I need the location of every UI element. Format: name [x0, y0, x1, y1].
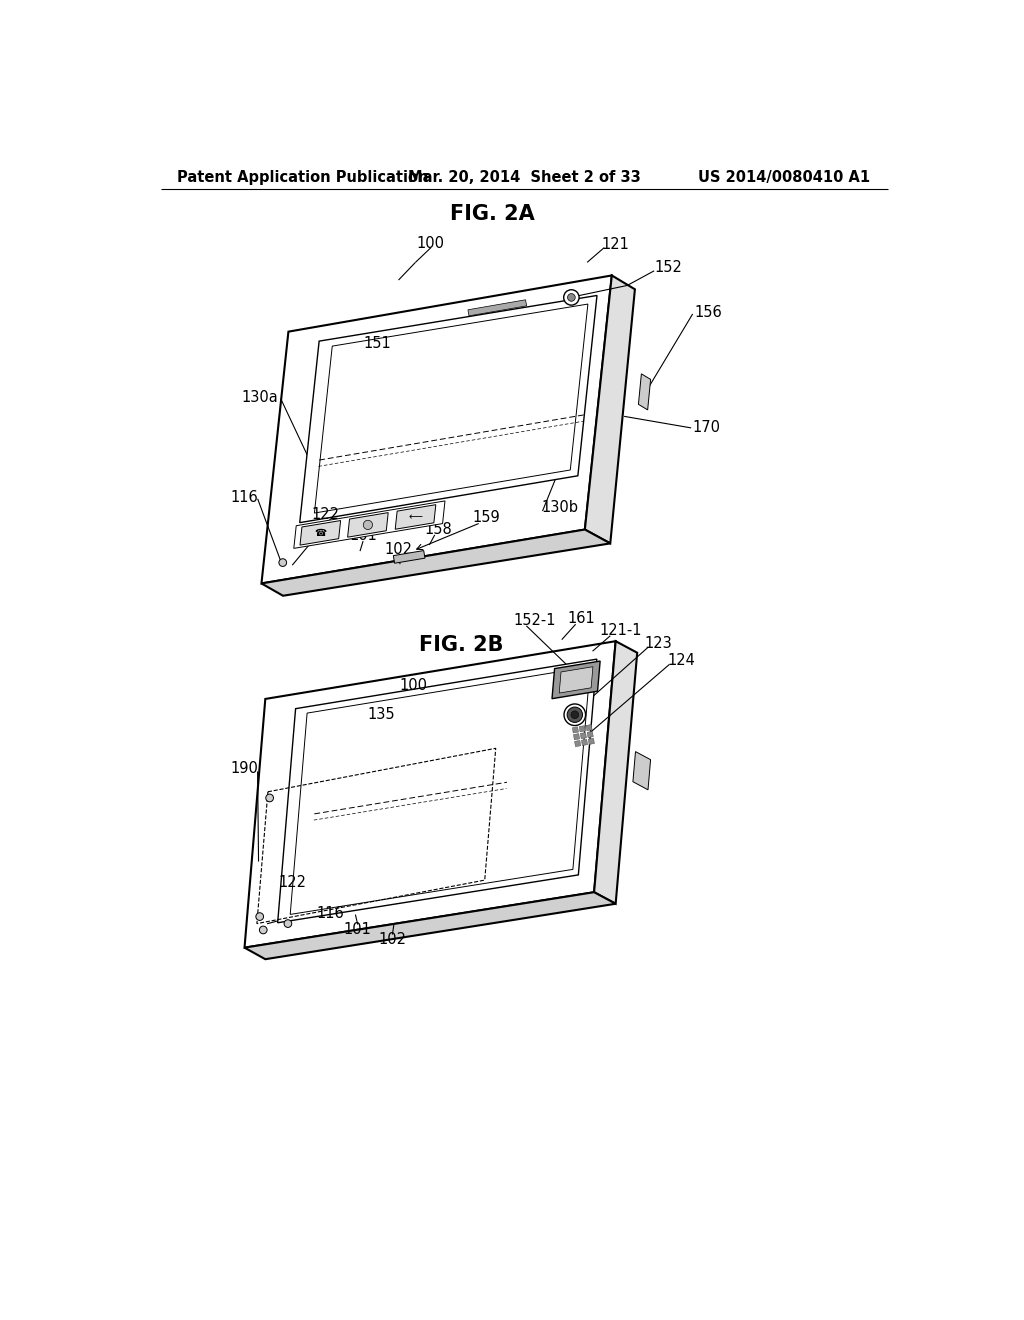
Polygon shape	[586, 725, 592, 731]
Circle shape	[259, 927, 267, 933]
Text: Patent Application Publication: Patent Application Publication	[177, 170, 428, 185]
Polygon shape	[290, 667, 590, 915]
Text: 161: 161	[567, 611, 595, 627]
Polygon shape	[587, 731, 593, 738]
Polygon shape	[300, 296, 597, 523]
Circle shape	[256, 912, 263, 920]
Text: 152-1: 152-1	[514, 612, 556, 628]
Text: 151: 151	[364, 335, 391, 351]
Circle shape	[284, 920, 292, 928]
Circle shape	[567, 293, 575, 301]
Text: 116: 116	[316, 906, 345, 920]
Polygon shape	[582, 739, 588, 746]
Polygon shape	[633, 751, 650, 789]
Text: ☎: ☎	[314, 528, 327, 537]
Polygon shape	[261, 529, 610, 595]
Text: 101: 101	[344, 923, 372, 937]
Text: FIG. 2B: FIG. 2B	[420, 635, 504, 655]
Text: 102: 102	[385, 543, 413, 557]
Text: 135: 135	[367, 706, 394, 722]
Text: 124: 124	[668, 653, 695, 668]
Polygon shape	[588, 738, 595, 744]
Text: 102: 102	[378, 932, 407, 948]
Circle shape	[563, 289, 580, 305]
Polygon shape	[552, 661, 600, 698]
Polygon shape	[638, 374, 650, 411]
Text: 190: 190	[230, 760, 258, 776]
Circle shape	[564, 704, 586, 726]
Text: 156: 156	[694, 305, 722, 319]
Text: 159: 159	[472, 511, 500, 525]
Text: 122: 122	[311, 507, 339, 521]
Circle shape	[279, 558, 287, 566]
Polygon shape	[572, 727, 579, 733]
Text: 122: 122	[279, 875, 306, 890]
Circle shape	[571, 711, 579, 718]
Polygon shape	[245, 642, 615, 948]
Polygon shape	[393, 550, 425, 564]
Polygon shape	[581, 733, 587, 739]
Polygon shape	[559, 667, 593, 693]
Polygon shape	[468, 300, 526, 315]
Text: ⟵: ⟵	[409, 512, 423, 521]
Circle shape	[364, 520, 373, 529]
Text: 152: 152	[654, 260, 682, 276]
Polygon shape	[261, 276, 611, 583]
Polygon shape	[278, 659, 597, 923]
Text: 130a: 130a	[242, 389, 279, 405]
Polygon shape	[573, 734, 580, 739]
Text: 101: 101	[349, 528, 377, 544]
Circle shape	[266, 795, 273, 801]
Text: US 2014/0080410 A1: US 2014/0080410 A1	[697, 170, 869, 185]
Polygon shape	[594, 642, 637, 904]
Text: 121: 121	[602, 238, 630, 252]
Polygon shape	[300, 520, 341, 545]
Circle shape	[567, 708, 583, 722]
Text: 170: 170	[692, 420, 721, 436]
Polygon shape	[294, 500, 445, 548]
Text: 100: 100	[400, 678, 428, 693]
Polygon shape	[580, 726, 586, 731]
Polygon shape	[347, 512, 388, 537]
Polygon shape	[314, 304, 588, 513]
Text: 123: 123	[644, 636, 672, 651]
Text: 100: 100	[417, 235, 444, 251]
Polygon shape	[574, 741, 581, 747]
Polygon shape	[395, 504, 436, 529]
Text: 158: 158	[425, 521, 453, 537]
Text: 130b: 130b	[542, 500, 579, 515]
Text: FIG. 2A: FIG. 2A	[451, 203, 535, 224]
Text: Mar. 20, 2014  Sheet 2 of 33: Mar. 20, 2014 Sheet 2 of 33	[409, 170, 641, 185]
Polygon shape	[245, 892, 615, 960]
Text: 116: 116	[230, 490, 258, 504]
Polygon shape	[585, 276, 635, 544]
Text: 121-1: 121-1	[600, 623, 642, 638]
